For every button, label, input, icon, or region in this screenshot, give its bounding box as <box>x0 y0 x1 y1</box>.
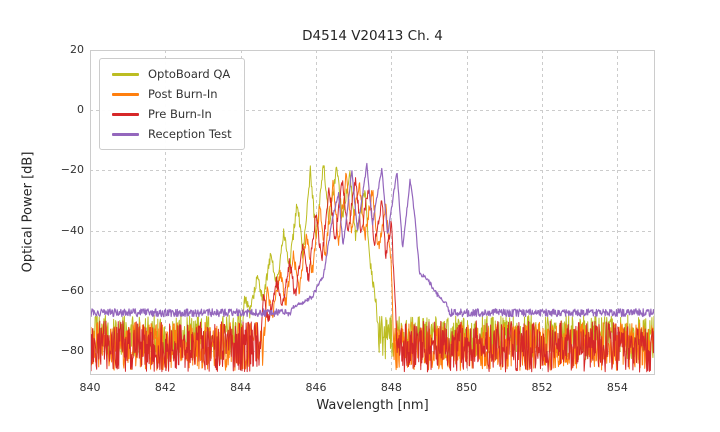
y-tick-label: 20 <box>70 43 84 56</box>
legend: OptoBoard QA Post Burn-In Pre Burn-In Recep… <box>99 58 245 150</box>
legend-label: OptoBoard QA <box>148 67 231 81</box>
y-tick-label: −40 <box>60 223 84 237</box>
y-tick-label: −60 <box>60 283 84 297</box>
y-tick-label: −20 <box>60 163 84 177</box>
x-tick-label: 840 <box>79 381 101 394</box>
x-tick-label: 844 <box>230 381 252 394</box>
x-tick-label: 846 <box>305 381 327 394</box>
y-tick-label: 0 <box>77 103 84 117</box>
x-tick-label: 842 <box>154 381 176 394</box>
legend-item-pre-burn-in: Pre Burn-In <box>112 107 232 121</box>
x-axis-label: Wavelength [nm] <box>316 398 429 413</box>
legend-item-post-burn-in: Post Burn-In <box>112 87 232 101</box>
legend-item-optoboard-qa: OptoBoard QA <box>112 67 232 81</box>
legend-label: Pre Burn-In <box>148 107 212 121</box>
legend-line-swatch <box>112 92 139 96</box>
chart-title: D4514 V20413 Ch. 4 <box>302 28 443 44</box>
legend-line-swatch <box>112 132 139 136</box>
x-tick-label: 848 <box>380 381 402 394</box>
x-tick-label: 850 <box>456 381 478 394</box>
x-tick-label: 854 <box>606 381 628 394</box>
legend-label: Reception Test <box>148 127 232 141</box>
y-axis-label: Optical Power [dB] <box>20 151 36 273</box>
x-tick-label: 852 <box>531 381 553 394</box>
legend-line-swatch <box>112 112 139 116</box>
legend-label: Post Burn-In <box>148 87 218 101</box>
y-tick-label: −80 <box>60 343 84 357</box>
legend-item-reception-test: Reception Test <box>112 127 232 141</box>
legend-line-swatch <box>112 72 139 76</box>
